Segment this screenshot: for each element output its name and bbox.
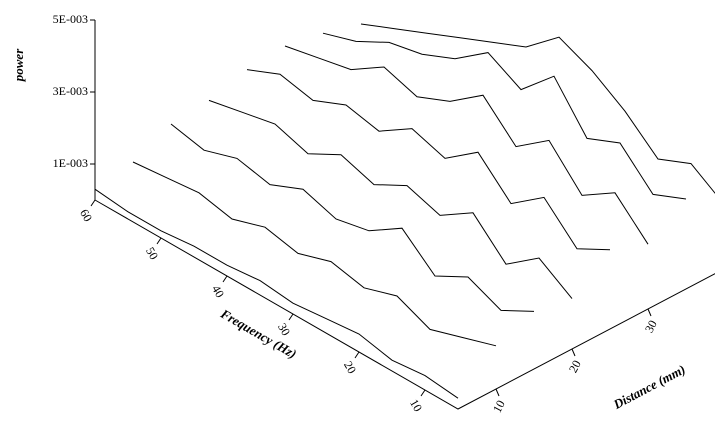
- base-axes: [94, 199, 715, 410]
- y-axis-title: Distance (mm): [610, 361, 688, 412]
- slice-fill: [133, 162, 496, 389]
- x-tick-label: 40: [209, 283, 227, 300]
- x-tick: [354, 351, 360, 359]
- y-tick: [495, 388, 500, 397]
- slice-fill: [95, 189, 458, 409]
- slice-fill: [209, 100, 572, 350]
- slice-line: [170, 123, 535, 312]
- x-tick-label: 20: [341, 359, 359, 376]
- slice-line: [246, 69, 611, 251]
- x-tick-label: 60: [77, 207, 95, 224]
- x-tick: [156, 237, 162, 245]
- slice-line: [208, 99, 573, 299]
- y-tick: [647, 308, 652, 317]
- x-tick: [90, 199, 96, 207]
- slice-line: [322, 32, 687, 200]
- z-axis-title: power: [11, 48, 26, 82]
- x-tick-label: 10: [407, 397, 425, 414]
- slice-line: [94, 188, 459, 399]
- y-tick-label: 30: [642, 318, 660, 335]
- y-tick: [571, 348, 576, 357]
- x-tick: [288, 313, 294, 321]
- z-tick-label: 5E-003: [53, 12, 88, 26]
- x-tick: [420, 389, 426, 397]
- y-tick-label: 20: [566, 358, 584, 375]
- y-tick-label: 10: [490, 398, 508, 415]
- slice-fill: [171, 124, 534, 369]
- slice-line: [132, 161, 497, 347]
- x-tick-label: 50: [143, 245, 161, 262]
- slice-line: [284, 45, 649, 245]
- z-tick-label: 1E-003: [53, 156, 88, 170]
- slice-line: [360, 23, 715, 194]
- x-tick: [222, 275, 228, 283]
- z-tick-label: 3E-003: [53, 84, 88, 98]
